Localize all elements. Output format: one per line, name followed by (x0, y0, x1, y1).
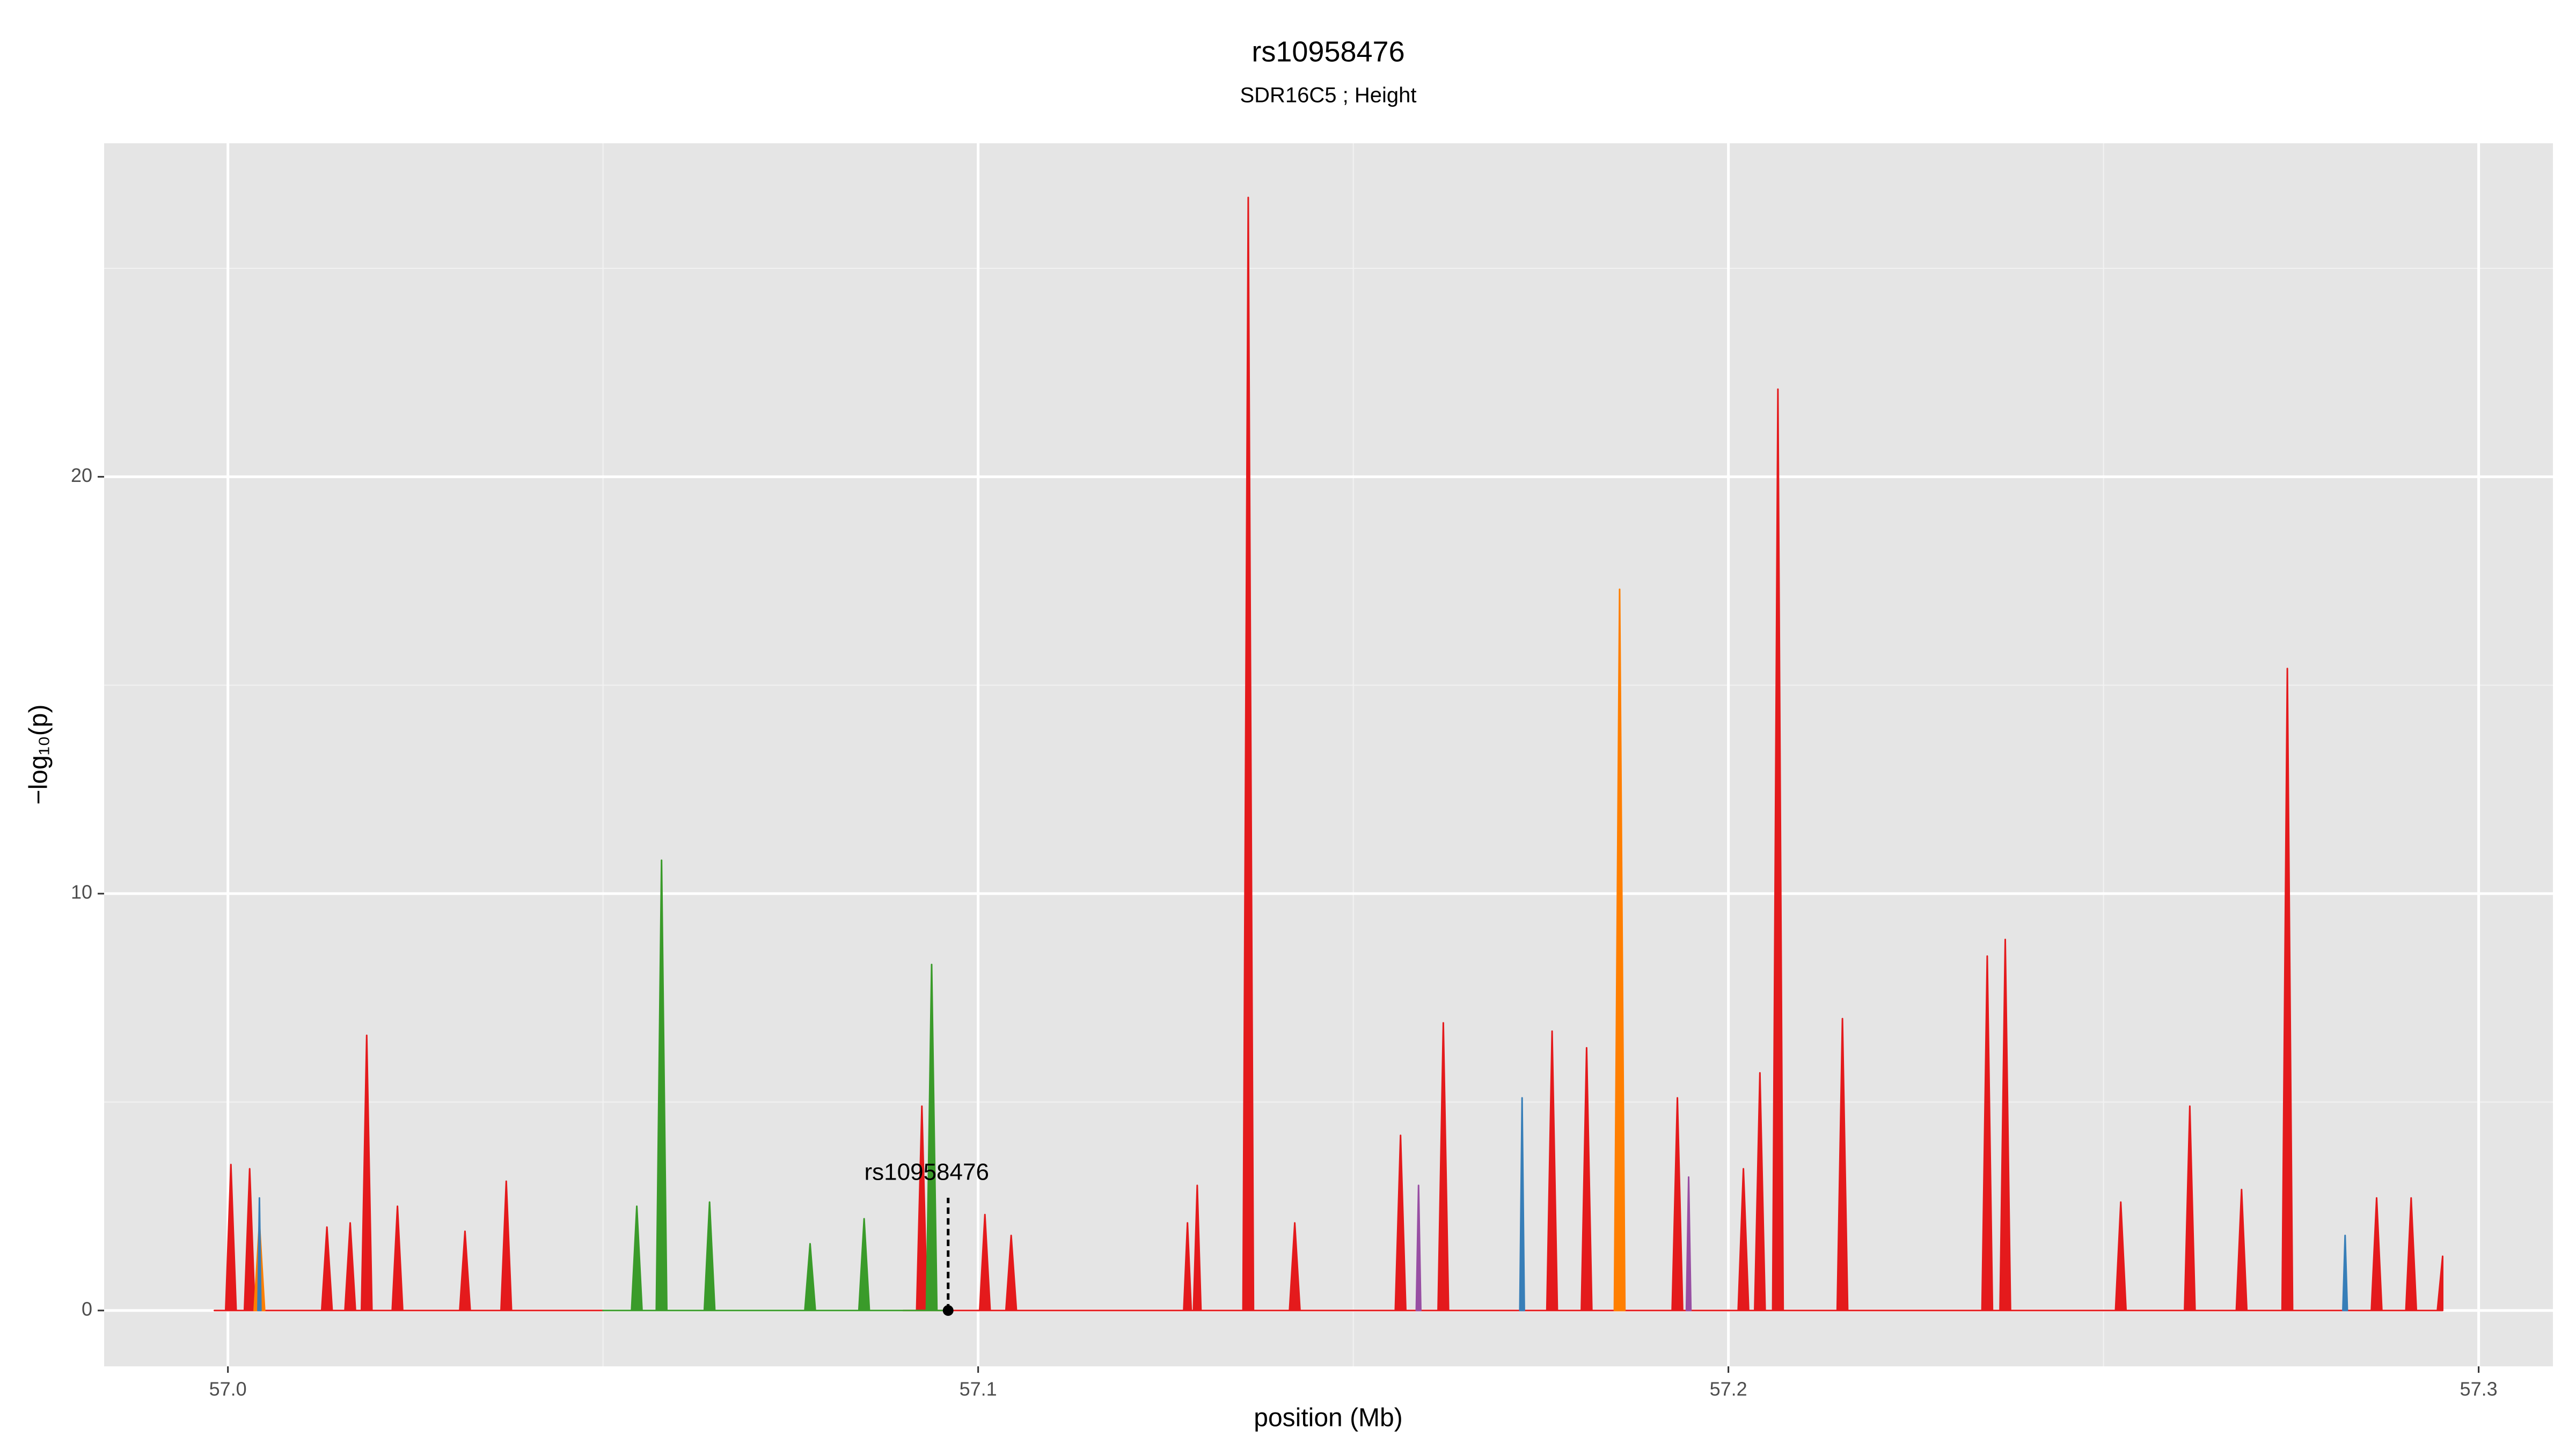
x-tick-label: 57.1 (960, 1378, 997, 1400)
chart-title: rs10958476 (1252, 35, 1404, 68)
area (602, 859, 949, 1312)
y-axis-label: −log₁₀(p) (25, 705, 53, 805)
area (214, 196, 2443, 1312)
x-tick-label: 57.0 (209, 1378, 247, 1400)
x-axis-label: position (Mb) (1254, 1404, 1402, 1432)
chart-subtitle: SDR16C5 ; Height (1240, 84, 1416, 107)
y-tick-label: 0 (82, 1298, 92, 1320)
area (1415, 1176, 1692, 1312)
y-tick-label: 10 (71, 881, 92, 903)
annotation-point (942, 1305, 954, 1316)
x-tick-label: 57.2 (1710, 1378, 1747, 1400)
x-tick-label: 57.3 (2460, 1378, 2498, 1400)
plot-background (104, 143, 2553, 1366)
area (257, 1097, 2348, 1312)
annotation-label: rs10958476 (865, 1159, 989, 1185)
y-tick-label: 20 (71, 464, 92, 486)
